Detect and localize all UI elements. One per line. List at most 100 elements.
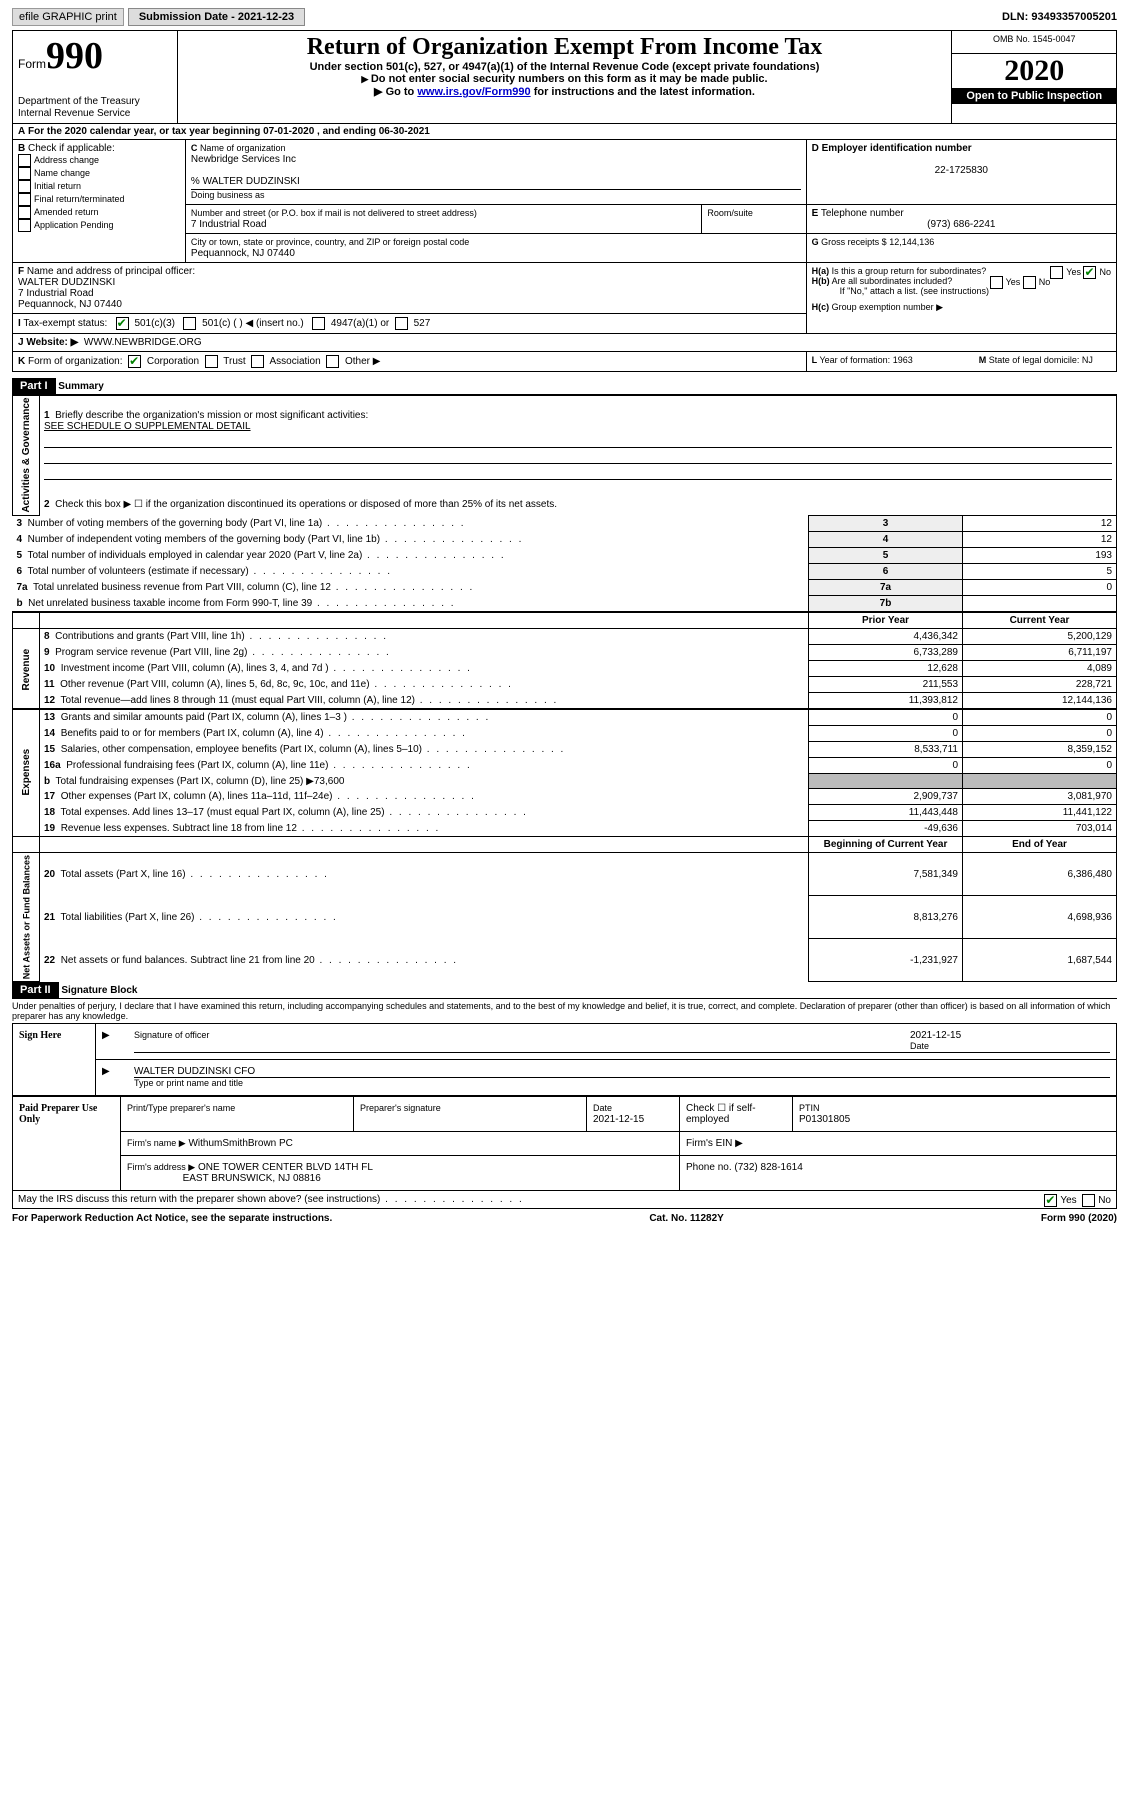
net-curr: 6,386,480 [963, 853, 1117, 896]
phone-label: Phone no. [686, 1162, 732, 1173]
k-other[interactable] [326, 355, 339, 368]
info-table: B Check if applicable: Address changeNam… [12, 139, 1117, 372]
footer-center: Cat. No. 11282Y [649, 1213, 723, 1224]
hc-label: Group exemption number ▶ [832, 302, 943, 312]
l2: Check this box ▶ ☐ if the organization d… [55, 499, 557, 510]
rev-curr: 228,721 [963, 677, 1117, 693]
gross-receipts: 12,144,136 [889, 237, 934, 247]
sum-row-code: 6 [809, 564, 963, 580]
exp-prior: 2,909,737 [809, 789, 963, 805]
officer-name-title: WALTER DUDZINSKI CFO [134, 1066, 255, 1077]
net-prior: -1,231,927 [809, 939, 963, 982]
m-label: State of legal domicile: [989, 355, 1080, 365]
b-opt-text: Final return/terminated [34, 194, 125, 204]
ein-label: Firm's EIN ▶ [680, 1132, 1117, 1156]
exp-curr: 3,081,970 [963, 789, 1117, 805]
exp-curr [963, 774, 1117, 789]
k-corp[interactable] [128, 355, 141, 368]
prep-name-label: Print/Type preparer's name [127, 1103, 235, 1113]
prep-sig-label: Preparer's signature [360, 1103, 441, 1113]
exp-prior: 0 [809, 758, 963, 774]
city-label: City or town, state or province, country… [191, 237, 469, 247]
care-of: % WALTER DUDZINSKI [191, 176, 300, 187]
f-label: Name and address of principal officer: [27, 266, 195, 277]
l-val: 1963 [893, 355, 913, 365]
i-527[interactable] [395, 317, 408, 330]
k-trust[interactable] [205, 355, 218, 368]
rev-prior: 211,553 [809, 677, 963, 693]
goto-post: for instructions and the latest informat… [531, 86, 755, 98]
part1-title: Summary [58, 381, 104, 392]
hb-yes[interactable] [990, 276, 1003, 289]
i-501c[interactable] [183, 317, 196, 330]
sum-row-val [963, 596, 1117, 613]
irs-link[interactable]: www.irs.gov/Form990 [417, 86, 530, 98]
exp-text: Revenue less expenses. Subtract line 18 … [61, 823, 297, 834]
k-assoc[interactable] [251, 355, 264, 368]
discuss-yes[interactable] [1044, 1194, 1057, 1207]
exp-prior: 11,443,448 [809, 805, 963, 821]
ha-yes[interactable] [1050, 266, 1063, 279]
rev-text: Total revenue—add lines 8 through 11 (mu… [61, 695, 415, 706]
discuss-no[interactable] [1082, 1194, 1095, 1207]
firm-name: WithumSmithBrown PC [188, 1138, 292, 1149]
sig-date-label: Date [910, 1041, 929, 1051]
exp-prior [809, 774, 963, 789]
sum-row-text: Net unrelated business taxable income fr… [28, 598, 312, 609]
part2-title: Signature Block [61, 985, 137, 996]
ptin: P01301805 [799, 1114, 850, 1125]
i-501c3[interactable] [116, 317, 129, 330]
arrow-icon: ▶ [374, 86, 386, 98]
sum-row-val: 0 [963, 580, 1117, 596]
b-opt-chk[interactable] [18, 219, 31, 232]
b-opt-chk[interactable] [18, 154, 31, 167]
c-label: Name of organization [200, 143, 286, 153]
i-4947[interactable] [312, 317, 325, 330]
exp-curr: 0 [963, 709, 1117, 726]
exp-curr: 11,441,122 [963, 805, 1117, 821]
ha-label: Is this a group return for subordinates? [832, 266, 987, 276]
b-opt-chk[interactable] [18, 167, 31, 180]
sum-row-code: 7b [809, 596, 963, 613]
rev-prior: 4,436,342 [809, 629, 963, 645]
omb: OMB No. 1545-0047 [952, 31, 1117, 54]
g-label: Gross receipts $ [821, 237, 887, 247]
hb-note: If "No," attach a list. (see instruction… [812, 286, 989, 296]
header-table: Form990 Department of the Treasury Inter… [12, 30, 1117, 124]
l-label: Year of formation: [819, 355, 890, 365]
l1: Briefly describe the organization's miss… [55, 410, 368, 421]
exp-curr: 0 [963, 726, 1117, 742]
dln: DLN: 93493357005201 [1002, 11, 1117, 23]
paid-side: Paid Preparer Use Only [13, 1097, 121, 1191]
footer-left: For Paperwork Reduction Act Notice, see … [12, 1213, 332, 1224]
submission-date-btn[interactable]: Submission Date - 2021-12-23 [128, 8, 305, 26]
exp-prior: -49,636 [809, 821, 963, 837]
hb-no[interactable] [1023, 276, 1036, 289]
hb-label: Are all subordinates included? [832, 276, 953, 286]
paid-preparer-table: Paid Preparer Use Only Print/Type prepar… [12, 1096, 1117, 1191]
d-label: Employer identification number [822, 143, 972, 154]
prep-date-label: Date [593, 1103, 612, 1113]
sum-row-val: 12 [963, 532, 1117, 548]
rev-curr: 12,144,136 [963, 693, 1117, 710]
b-opt-text: Amended return [34, 207, 99, 217]
net-prior: 8,813,276 [809, 896, 963, 939]
suite-label: Room/suite [707, 208, 753, 218]
sum-row-text: Total unrelated business revenue from Pa… [33, 582, 331, 593]
subtitle-2: Do not enter social security numbers on … [183, 73, 947, 85]
exp-curr: 0 [963, 758, 1117, 774]
b-checkboxes: Address changeName changeInitial returnF… [18, 154, 180, 232]
k-opt0: Corporation [147, 356, 199, 367]
b-opt-chk[interactable] [18, 193, 31, 206]
b-opt-chk[interactable] [18, 206, 31, 219]
ha-no[interactable] [1083, 266, 1096, 279]
exp-text: Grants and similar amounts paid (Part IX… [61, 712, 347, 723]
b-opt-text: Initial return [34, 181, 81, 191]
sig-date: 2021-12-15 [910, 1030, 961, 1041]
sig-label: Signature of officer [134, 1030, 209, 1040]
rev-text: Contributions and grants (Part VIII, lin… [55, 631, 245, 642]
dept-treasury: Department of the Treasury Internal Reve… [18, 96, 172, 120]
b-opt-chk[interactable] [18, 180, 31, 193]
sum-row-val: 193 [963, 548, 1117, 564]
l1-val: SEE SCHEDULE O SUPPLEMENTAL DETAIL [44, 421, 251, 432]
